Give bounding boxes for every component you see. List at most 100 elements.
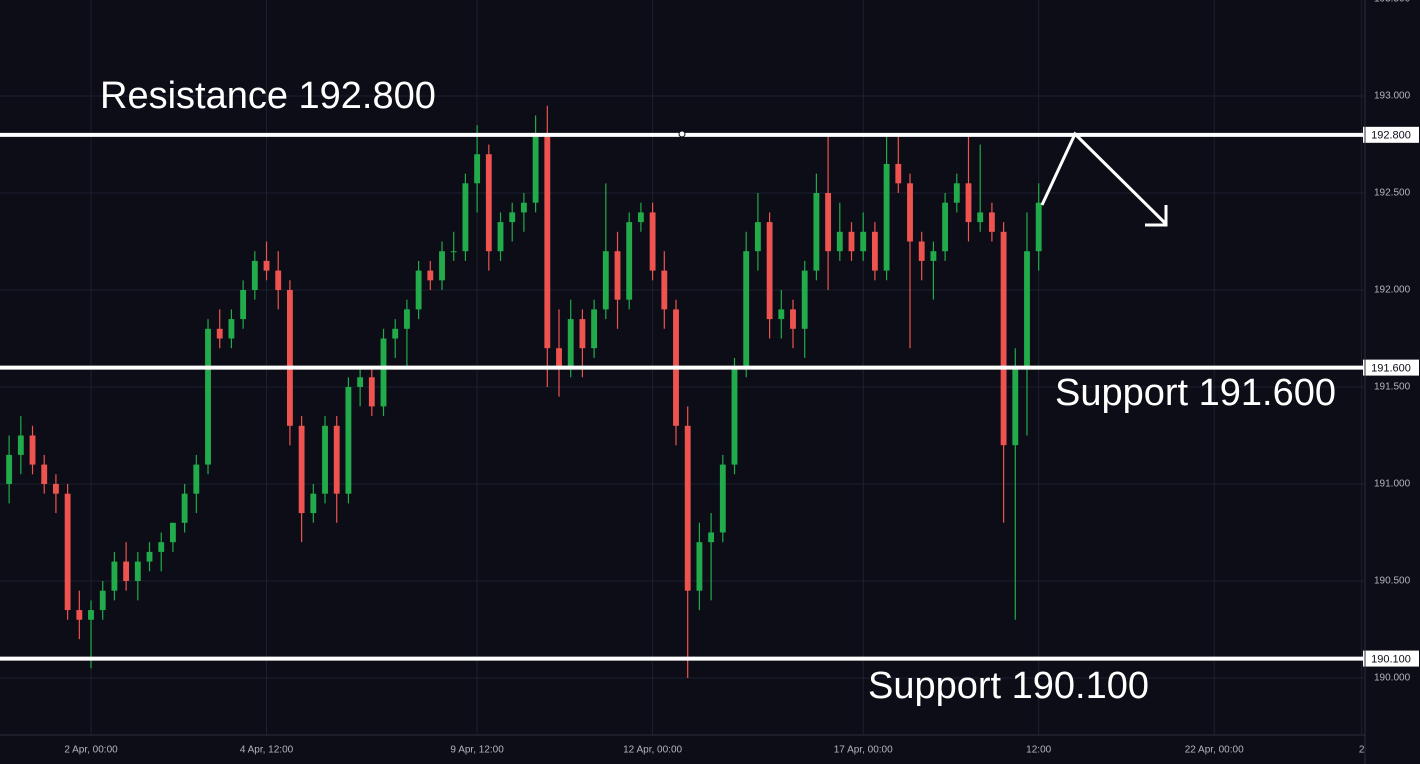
x-tick-label: 12:00 (1026, 745, 1051, 756)
candle-body (965, 183, 972, 223)
candle-body (17, 435, 24, 455)
candle-body (380, 338, 387, 407)
y-tick-label: 190.500 (1374, 576, 1411, 587)
candle-body (754, 222, 761, 252)
candle-body (661, 270, 668, 310)
candle-body (684, 425, 691, 591)
candle-body (99, 590, 106, 611)
candle-body (602, 251, 609, 310)
candle-body (825, 193, 832, 252)
candle-body (29, 435, 36, 465)
x-tick-label: 9 Apr, 12:00 (450, 745, 504, 756)
x-tick-label: 4 Apr, 12:00 (240, 745, 294, 756)
candle-body (591, 309, 598, 349)
level-label-box (1363, 126, 1419, 143)
candle-body (357, 377, 364, 387)
candle-body (158, 542, 165, 552)
candle-body (474, 154, 481, 184)
candle-body (532, 134, 539, 203)
candle-body (462, 183, 469, 252)
candle-body (614, 251, 621, 300)
y-tick-label: 190.000 (1374, 673, 1411, 684)
candle-body (766, 222, 773, 320)
candle-body (64, 493, 71, 611)
anchor-dot (678, 130, 686, 138)
candle-body (813, 193, 820, 271)
candle-body (275, 270, 282, 291)
candle-body (637, 212, 644, 223)
candle-body (286, 290, 293, 426)
candle-body (708, 532, 715, 543)
candle-body (76, 610, 83, 620)
candle-body (778, 309, 785, 320)
candle-body (6, 454, 13, 484)
x-tick-label: 22 Apr, 00:00 (1185, 745, 1244, 756)
candle-body (392, 328, 399, 339)
candle-body (439, 251, 445, 281)
candle-body (520, 202, 527, 213)
candle-body (497, 222, 504, 252)
candle-body (743, 251, 750, 368)
candle-body (1000, 231, 1007, 446)
candle-body (310, 493, 317, 514)
y-tick-label: 193.500 (1374, 0, 1411, 5)
candle-body (1012, 367, 1019, 446)
candle-body (930, 251, 937, 261)
candle-body (205, 328, 211, 465)
candle-body (228, 319, 235, 339)
candle-body (801, 270, 808, 329)
y-tick-label: 192.500 (1374, 188, 1411, 199)
level-label-box (1363, 359, 1419, 376)
candle-body (509, 212, 516, 223)
candle-body (579, 319, 586, 349)
candle-body (860, 231, 867, 252)
candle-body (649, 212, 656, 271)
candle-body (427, 270, 434, 281)
candle-body (567, 319, 574, 368)
candle-body (544, 134, 551, 349)
x-tick-label: 17 Apr, 00:00 (834, 745, 893, 756)
candle-body (731, 367, 738, 465)
candle-body (883, 163, 890, 271)
candle-body (415, 270, 422, 310)
y-tick-label: 191.000 (1374, 479, 1411, 490)
candle-body (977, 212, 984, 223)
candle-body (1035, 202, 1042, 252)
level-label: 191.600 (1371, 363, 1411, 375)
candle-body (556, 348, 562, 368)
candle-body (181, 493, 188, 523)
candle-body (907, 183, 913, 242)
candle-body (836, 231, 843, 252)
candle-body (240, 290, 247, 320)
candle-body (719, 464, 726, 533)
projection-arrow (1040, 131, 1167, 225)
candle-body (322, 425, 328, 494)
candle-body (790, 309, 796, 329)
y-tick-label: 192.000 (1374, 285, 1411, 296)
candle-body (1024, 251, 1030, 368)
y-tick-label: 191.500 (1374, 382, 1411, 393)
candle-body (298, 425, 305, 514)
level-annotation: Support 191.600 (1055, 372, 1336, 414)
level-annotation: Support 190.100 (868, 665, 1149, 707)
level-label-box (1363, 650, 1419, 667)
candle-body (216, 328, 223, 339)
y-tick-label: 193.000 (1374, 91, 1411, 102)
candle-body (169, 522, 176, 543)
level-label: 190.100 (1371, 653, 1411, 665)
candle-body (134, 561, 141, 581)
candle-body (111, 561, 118, 591)
candle-body (368, 377, 375, 407)
candle-body (895, 163, 902, 184)
level-annotation: Resistance 192.800 (100, 75, 436, 117)
candle-body (953, 183, 960, 203)
candle-body (450, 251, 457, 253)
candle-body (696, 542, 703, 591)
x-tick-label: 12 Apr, 00:00 (623, 745, 682, 756)
x-tick-label: 2 Apr, 00:00 (64, 745, 118, 756)
candle-body (942, 202, 949, 252)
candle-body (333, 425, 340, 494)
candle-body (88, 610, 94, 620)
candle-body (403, 309, 410, 329)
